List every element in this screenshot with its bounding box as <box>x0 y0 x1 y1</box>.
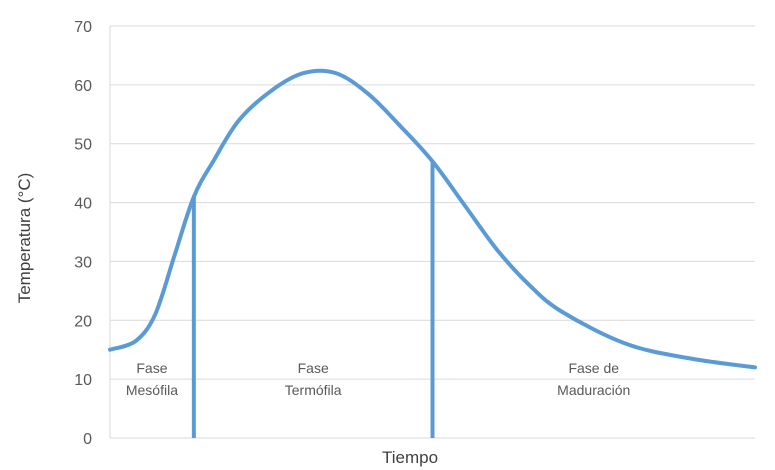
x-axis-label: Tiempo <box>382 448 438 467</box>
y-tick-label: 20 <box>74 313 92 330</box>
series-layer <box>108 68 757 438</box>
y-tick-label: 70 <box>74 19 92 36</box>
y-tick-labels: 0 10 20 30 40 50 60 70 <box>74 19 92 448</box>
y-tick-label: 60 <box>74 78 92 95</box>
phase-labels: Fase Mesófila Fase Termófila Fase de Maduraci… <box>126 360 630 398</box>
phase-label: Fase Termófila <box>285 360 342 398</box>
y-tick-label: 40 <box>74 196 92 213</box>
y-tick-label: 0 <box>83 431 92 448</box>
y-axis-label: Temperatura (°C) <box>15 173 34 304</box>
y-tick-label: 50 <box>74 137 92 154</box>
temperature-line <box>108 68 757 370</box>
phase-label: Fase Mesófila <box>126 360 178 398</box>
phase-label: Fase de Maduración <box>557 360 630 398</box>
y-tick-label: 10 <box>74 372 92 389</box>
y-tick-label: 30 <box>74 254 92 271</box>
